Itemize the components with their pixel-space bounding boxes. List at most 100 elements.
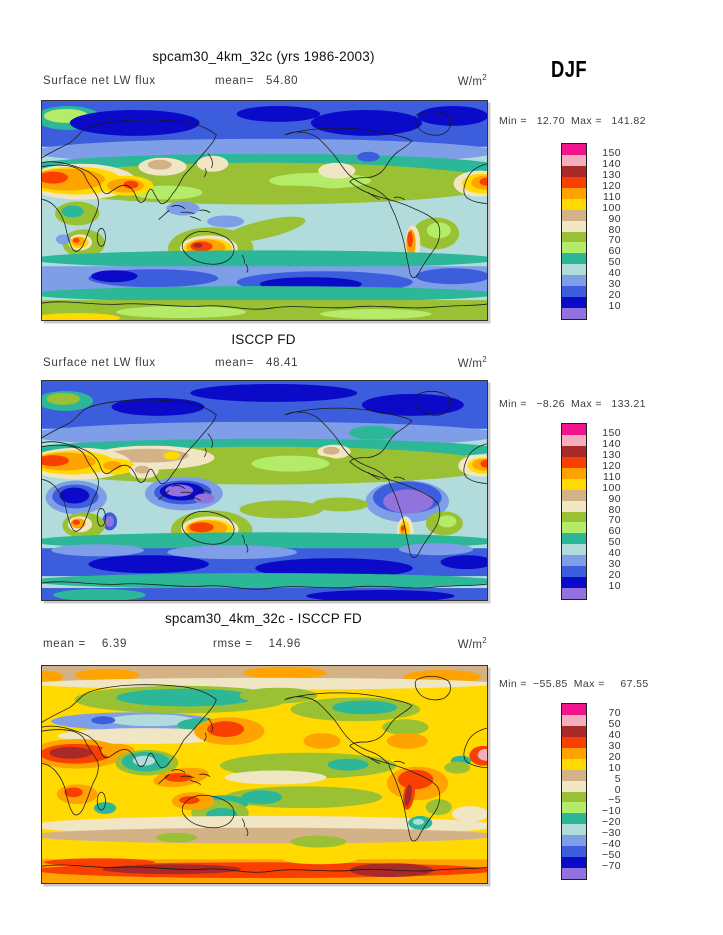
colorbar-cell bbox=[562, 264, 586, 276]
colorbar-tick-label: 80 bbox=[608, 223, 621, 236]
panel-1-mean-stat: mean= 54.80 bbox=[215, 75, 298, 87]
panel-1-colorbar-labels: 150 140 130 120 110 100 90 80 70 60 50 40 30 20 10 bbox=[591, 143, 621, 325]
map-1-model-contours bbox=[42, 101, 487, 320]
max-value: 67.55 bbox=[620, 678, 649, 690]
colorbar-tick-label: 70 bbox=[608, 706, 621, 719]
max-label: Max = bbox=[573, 678, 605, 690]
panel-2-colorbar-labels: 150 140 130 120 110 100 90 80 70 60 50 40 30 20 10 bbox=[591, 423, 621, 605]
colorbar-cell bbox=[562, 813, 586, 825]
panel-1-map bbox=[41, 100, 488, 321]
colorbar-tick-label: 50 bbox=[608, 256, 621, 269]
panel-2-minmax: Min = −8.26 Max = 133.21 bbox=[499, 398, 646, 410]
colorbar-tick-label: 130 bbox=[602, 448, 621, 461]
max-value: 133.21 bbox=[611, 398, 646, 410]
mean-value: 48.41 bbox=[265, 357, 299, 369]
panel-2-mean-stat: mean= 48.41 bbox=[215, 357, 298, 369]
min-label: Min = bbox=[499, 398, 527, 410]
units-base: W/m bbox=[457, 638, 483, 651]
colorbar-cell bbox=[562, 769, 586, 781]
colorbar-cell bbox=[562, 176, 586, 188]
colorbar-cell bbox=[562, 780, 586, 792]
colorbar-cell bbox=[562, 424, 586, 435]
colorbar-tick-label: 120 bbox=[602, 459, 621, 472]
colorbar-cell bbox=[562, 165, 586, 177]
colorbar-cell bbox=[562, 297, 586, 309]
colorbar-cell bbox=[562, 489, 586, 501]
min-label: Min = bbox=[499, 115, 527, 127]
panel-3-title: spcam30_4km_32c - ISCCP FD bbox=[164, 611, 363, 626]
colorbar-tick-label: 30 bbox=[608, 739, 621, 752]
colorbar-cell bbox=[562, 714, 586, 726]
colorbar-tick-label: 100 bbox=[602, 481, 621, 494]
panel-1-units: W/m2 bbox=[458, 73, 487, 88]
max-label: Max = bbox=[570, 115, 602, 127]
colorbar-tick-label: −40 bbox=[601, 838, 621, 851]
colorbar-tick-label: 10 bbox=[608, 761, 621, 774]
colorbar-cell bbox=[562, 467, 586, 479]
mean-label: mean= bbox=[215, 357, 254, 369]
colorbar-cell bbox=[562, 478, 586, 490]
units-base: W/m bbox=[457, 75, 483, 88]
colorbar-tick-label: −50 bbox=[601, 849, 621, 862]
units-exponent: 2 bbox=[482, 73, 487, 82]
colorbar-cell bbox=[562, 544, 586, 556]
map-2-obs-contours bbox=[42, 381, 487, 600]
colorbar-cell bbox=[562, 857, 586, 869]
colorbar-tick-label: 70 bbox=[608, 234, 621, 247]
colorbar-cell bbox=[562, 758, 586, 770]
min-value: −55.85 bbox=[532, 678, 568, 690]
colorbar-tick-label: −20 bbox=[601, 816, 621, 829]
panel-1-colorbar bbox=[561, 143, 587, 320]
colorbar-cell bbox=[562, 835, 586, 847]
colorbar-cell bbox=[562, 286, 586, 298]
max-label: Max = bbox=[570, 398, 602, 410]
colorbar-tick-label: 110 bbox=[603, 190, 621, 203]
colorbar-cell bbox=[562, 144, 586, 155]
panel-2-title: ISCCP FD bbox=[231, 332, 296, 347]
colorbar-cell bbox=[562, 868, 586, 879]
colorbar-cell bbox=[562, 209, 586, 221]
colorbar-tick-label: 20 bbox=[608, 750, 621, 763]
colorbar-tick-label: 90 bbox=[608, 492, 621, 505]
panel-3-rmse-stat: rmse = 14.96 bbox=[213, 638, 301, 650]
colorbar-cell bbox=[562, 846, 586, 858]
panel-2-colorbar bbox=[561, 423, 587, 600]
colorbar-tick-label: 40 bbox=[608, 728, 621, 741]
colorbar-cell bbox=[562, 566, 586, 578]
panel-3-info-row: mean = 6.39 rmse = 14.96 W/m2 bbox=[42, 636, 487, 652]
panel-1-minmax: Min = 12.70 Max = 141.82 bbox=[499, 115, 646, 127]
panel-1-variable-label: Surface net LW flux bbox=[43, 75, 156, 87]
mean-value: 6.39 bbox=[101, 638, 128, 650]
min-label: Min = bbox=[499, 678, 527, 690]
colorbar-tick-label: −10 bbox=[601, 805, 621, 818]
units-base: W/m bbox=[457, 357, 483, 370]
colorbar-cell bbox=[562, 577, 586, 589]
mean-label: mean= bbox=[215, 75, 254, 87]
colorbar-tick-label: 30 bbox=[608, 558, 621, 571]
panel-3-colorbar-labels: 70 50 40 30 20 10 5 0 −5 −10 −20 −30 −40 −50 −70 bbox=[591, 703, 621, 885]
colorbar-cell bbox=[562, 220, 586, 232]
colorbar-cell bbox=[562, 253, 586, 265]
mean-value: 54.80 bbox=[265, 75, 299, 87]
panel-2-units: W/m2 bbox=[458, 355, 487, 370]
colorbar-tick-label: 100 bbox=[602, 201, 621, 214]
colorbar-cell bbox=[562, 231, 586, 243]
colorbar-tick-label: 70 bbox=[608, 514, 621, 527]
panel-1-info-row: Surface net LW flux mean= 54.80 W/m2 bbox=[42, 73, 487, 89]
colorbar-cell bbox=[562, 500, 586, 512]
colorbar-cell bbox=[562, 198, 586, 210]
colorbar-cell bbox=[562, 725, 586, 737]
units-exponent: 2 bbox=[482, 355, 487, 364]
colorbar-tick-label: 10 bbox=[608, 300, 621, 313]
panel-1-title: spcam30_4km_32c (yrs 1986-2003) bbox=[152, 49, 375, 64]
mean-label: mean = bbox=[43, 638, 86, 650]
panel-2-variable-label: Surface net LW flux bbox=[43, 357, 156, 369]
colorbar-cell bbox=[562, 747, 586, 759]
colorbar-tick-label: 80 bbox=[608, 503, 621, 516]
colorbar-tick-label: 50 bbox=[608, 536, 621, 549]
colorbar-tick-label: 40 bbox=[608, 267, 621, 280]
colorbar-tick-label: −5 bbox=[608, 794, 621, 807]
colorbar-tick-label: 0 bbox=[614, 783, 621, 796]
rmse-label: rmse = bbox=[213, 638, 253, 650]
colorbar-cell bbox=[562, 555, 586, 567]
